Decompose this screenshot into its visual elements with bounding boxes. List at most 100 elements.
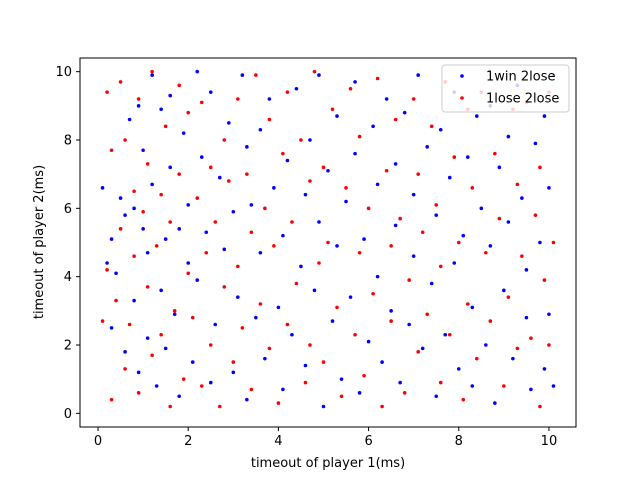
data-point: [303, 363, 308, 368]
data-point: [109, 237, 114, 241]
data-point: [249, 203, 254, 207]
legend-box: [441, 64, 570, 113]
data-point: [109, 397, 114, 402]
legend-marker-1win-2lose: [460, 74, 464, 78]
data-point: [524, 268, 529, 272]
data-point: [438, 264, 443, 269]
data-point: [299, 264, 303, 269]
data-point: [163, 124, 168, 129]
data-point: [254, 73, 258, 77]
data-point: [402, 110, 407, 115]
data-point: [317, 73, 321, 77]
data-point: [132, 206, 136, 211]
data-point: [520, 196, 524, 200]
data-point: [538, 165, 542, 170]
series-1lose-2lose: [100, 69, 556, 409]
data-point: [204, 250, 209, 255]
data-point: [321, 404, 326, 409]
data-point: [353, 332, 357, 337]
data-point: [542, 367, 547, 371]
data-point: [484, 250, 488, 255]
data-point: [515, 182, 520, 187]
data-point: [109, 326, 114, 330]
data-point: [231, 209, 236, 214]
data-point: [177, 83, 181, 88]
data-point: [470, 384, 475, 388]
data-point: [105, 268, 109, 272]
data-point: [123, 213, 127, 217]
legend-label-1lose-2lose: 1lose 2lose: [486, 92, 559, 107]
data-point: [285, 90, 290, 94]
data-point: [150, 182, 154, 187]
data-point: [308, 343, 312, 347]
data-point: [353, 151, 357, 156]
data-point: [127, 117, 132, 122]
data-point: [317, 261, 321, 265]
data-point: [199, 155, 204, 159]
data-point: [240, 326, 245, 330]
data-point: [375, 76, 380, 81]
data-point: [141, 209, 145, 214]
data-point: [357, 134, 362, 139]
data-point: [456, 240, 461, 245]
data-point: [366, 206, 371, 211]
data-point: [411, 192, 416, 197]
data-point: [384, 168, 389, 173]
data-point: [393, 162, 398, 166]
y-tick-label: 4: [64, 270, 72, 285]
data-point: [231, 360, 236, 364]
data-point: [136, 391, 141, 395]
data-point: [407, 278, 411, 282]
data-point: [276, 305, 281, 310]
data-point: [502, 384, 506, 388]
data-point: [344, 199, 348, 204]
x-tick-label: 8: [455, 434, 463, 449]
data-point: [488, 319, 493, 323]
data-point: [222, 285, 227, 289]
data-point: [303, 192, 308, 197]
data-point: [249, 230, 254, 235]
data-point: [348, 295, 353, 299]
data-point: [465, 302, 470, 306]
data-point: [141, 227, 145, 231]
data-point: [118, 227, 123, 231]
data-point: [407, 322, 411, 327]
data-point: [357, 250, 362, 255]
data-point: [348, 86, 353, 91]
data-point: [159, 192, 163, 197]
data-point: [132, 298, 136, 303]
x-axis: 0 2 4 6 8 10: [94, 427, 557, 449]
data-point: [542, 114, 547, 118]
data-point: [303, 380, 308, 385]
data-point: [529, 336, 533, 340]
y-tick-label: 2: [64, 339, 72, 354]
data-point: [452, 261, 457, 265]
data-point: [100, 319, 105, 323]
data-point: [145, 336, 150, 340]
data-point: [488, 244, 493, 248]
data-point: [335, 305, 339, 310]
data-point: [484, 343, 488, 347]
data-point: [475, 356, 479, 361]
data-point: [520, 254, 524, 258]
data-point: [285, 158, 290, 163]
data-point: [186, 261, 191, 265]
data-point: [538, 240, 542, 245]
data-point: [172, 312, 177, 317]
data-point: [475, 114, 479, 118]
data-point: [222, 247, 227, 252]
data-point: [438, 380, 443, 385]
y-tick-label: 0: [64, 407, 72, 422]
data-point: [362, 373, 366, 378]
data-point: [109, 148, 114, 153]
data-point: [294, 86, 299, 91]
data-point: [411, 97, 416, 101]
data-point: [515, 346, 520, 351]
data-point: [227, 121, 231, 125]
data-point: [208, 380, 213, 385]
data-point: [335, 244, 339, 248]
data-point: [272, 244, 276, 248]
data-point: [127, 322, 132, 327]
data-point: [497, 165, 502, 170]
